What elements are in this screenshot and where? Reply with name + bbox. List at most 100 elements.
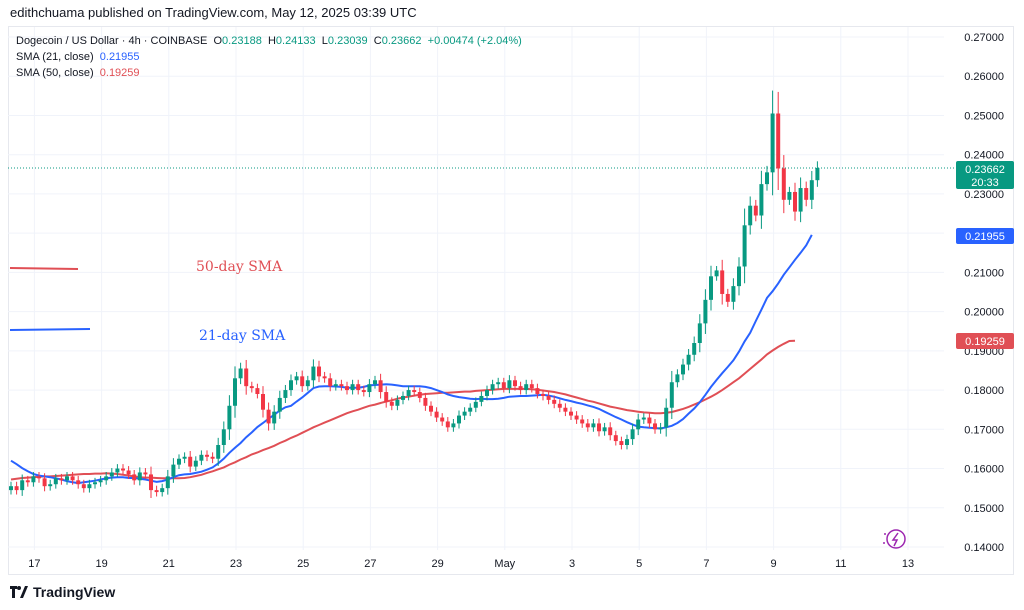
candle [277,390,282,419]
candle [473,397,478,413]
grid-lines [8,27,944,550]
candle [171,458,176,483]
sma50-line [10,339,796,481]
candle [104,471,109,485]
candle [317,360,321,383]
candle [675,369,680,388]
candle [479,391,484,407]
candle [272,405,277,430]
candle [815,161,820,187]
candle [188,450,193,473]
price-tick-label: 0.14000 [964,542,1004,554]
sma21-price-badge: 0.21955 [956,228,1014,244]
candle [294,371,299,385]
candle [647,413,652,428]
chart-legend: Dogecoin / US Dollar · 4h · COINBASE O0.… [16,33,522,81]
candle [781,155,786,214]
candle [490,379,495,395]
candle [742,208,747,284]
candle [350,379,355,395]
close-value: 0.23662 [381,35,422,47]
time-tick-label: 17 [28,558,40,570]
time-tick-label: 5 [636,558,642,570]
time-tick-label: 11 [835,558,846,570]
chart-frame [8,26,1014,575]
low-value: 0.23039 [327,35,368,47]
candle [417,387,422,403]
candle [535,383,540,399]
candle [182,452,187,464]
candle [776,91,781,190]
tradingview-logo[interactable]: TradingView [10,584,115,600]
candle [378,373,383,399]
candle [669,370,674,420]
candle [81,479,86,493]
candle [697,314,702,353]
candle [412,385,417,397]
candle [98,475,103,487]
candle [501,377,506,393]
candle [546,391,551,405]
open-label: O [213,35,223,47]
candle [513,375,517,391]
candle [76,475,81,489]
candle [289,374,293,396]
candle [87,479,92,493]
candle [809,170,814,210]
candle [42,473,47,492]
candle [255,383,260,399]
sma50-annotation-line [9,267,79,270]
candle [709,265,713,311]
candle [59,473,64,485]
candle [429,401,433,417]
candle [664,398,669,437]
sma21-legend-row[interactable]: SMA (21, close) 0.21955 [16,49,522,65]
candle [384,386,389,408]
candle [160,483,165,497]
candle [406,385,411,401]
sma50-price-badge: 0.19259 [956,333,1014,349]
candle [630,423,635,445]
candle [31,471,36,487]
price-tick-label: 0.15000 [964,503,1004,515]
candle [457,410,461,429]
price-tick-label: 0.26000 [964,71,1004,83]
candle [328,373,333,392]
candle [216,437,221,466]
candle [165,469,170,495]
sma50-legend-row[interactable]: SMA (50, close) 0.19259 [16,65,522,81]
low-label: L [321,35,328,47]
brand-text: TradingView [33,584,116,600]
candle [787,186,792,205]
time-tick-label: 19 [95,558,107,570]
candle [109,468,114,481]
candle [20,474,25,496]
svg-text:20:33: 20:33 [971,177,999,189]
candle [70,471,75,485]
candle [692,336,697,362]
candle [619,436,624,450]
candle [580,415,585,428]
candle [793,182,797,221]
price-tick-label: 0.18000 [964,385,1004,397]
ohlc-row: Dogecoin / US Dollar · 4h · COINBASE O0.… [16,33,522,49]
candle [703,289,708,334]
price-axis[interactable]: 0.270000.260000.250000.240000.230000.220… [964,32,1004,554]
candle [322,371,327,383]
sma21-annotation-line [9,328,91,331]
scroll-to-realtime-icon[interactable] [883,529,906,549]
symbol-title[interactable]: Dogecoin / US Dollar · 4h · COINBASE [16,35,208,47]
candle [25,475,30,487]
candle [137,467,142,486]
candle [401,391,405,405]
time-tick-label: 13 [902,558,914,570]
candle [753,199,758,222]
time-tick-label: 3 [569,558,575,570]
time-tick-label: May [494,558,515,570]
time-axis[interactable]: 17 19 21 23 25 27 29 May 3 5 7 9 11 13 [28,558,914,570]
time-tick-label: 25 [297,558,309,570]
svg-text:0.21955: 0.21955 [965,231,1005,243]
candle [93,477,97,489]
open-value: 0.23188 [222,35,262,47]
